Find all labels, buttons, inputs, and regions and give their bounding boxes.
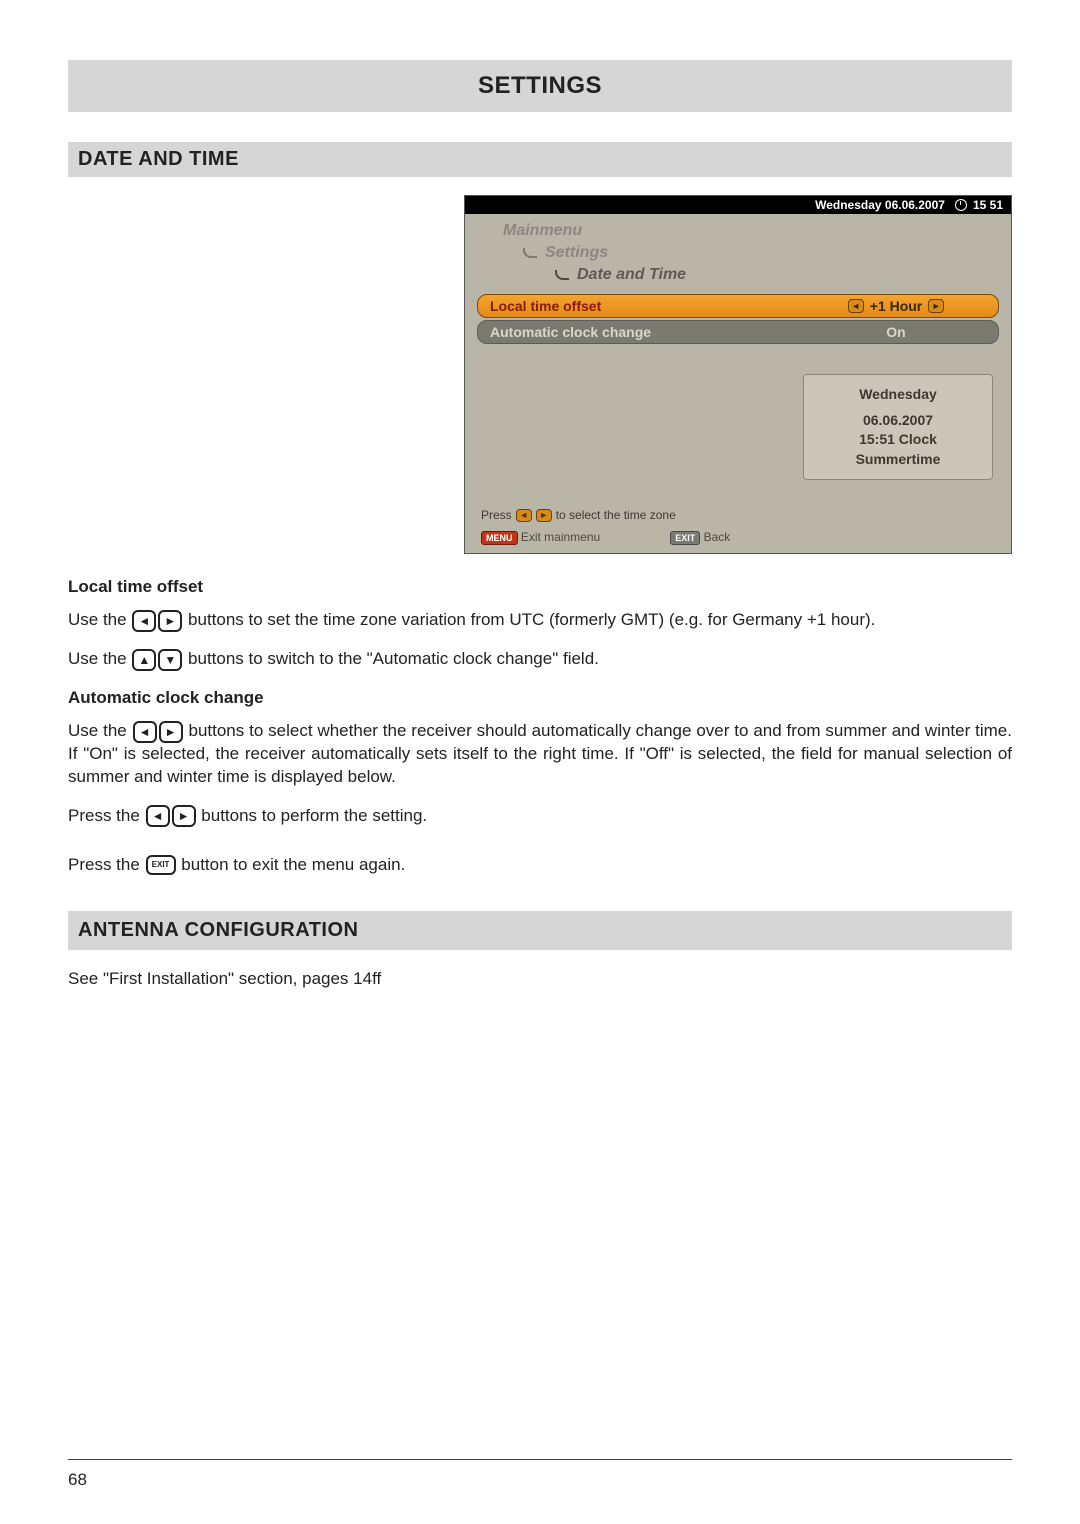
heading-auto-clock: Automatic clock change (68, 687, 1012, 710)
breadcrumb-l1: Mainmenu (503, 222, 582, 240)
osd-footer: MENU Exit mainmenu EXIT Back (465, 528, 1011, 545)
para-exit: Press the EXIT button to exit the menu a… (68, 854, 1012, 877)
footer-menu: MENU Exit mainmenu (481, 530, 600, 545)
para-auto-2: Press the ◄► buttons to perform the sett… (68, 805, 1012, 828)
osd-header-date: Wednesday 06.06.2007 (815, 198, 945, 212)
text-fragment: Press the (68, 806, 145, 825)
info-date: 06.06.2007 (810, 411, 986, 431)
page-number: 68 (68, 1470, 87, 1490)
para-auto-1: Use the ◄► buttons to select whether the… (68, 720, 1012, 789)
text-fragment: buttons to select whether the receiver s… (68, 721, 1012, 786)
down-key-icon: ▼ (158, 649, 182, 671)
right-key-icon: ► (172, 805, 196, 827)
right-key-icon: ► (158, 610, 182, 632)
para-local-1: Use the ◄► buttons to set the time zone … (68, 609, 1012, 632)
osd-row-auto-clock[interactable]: Automatic clock change On (477, 320, 999, 344)
text-fragment: Press the (68, 855, 145, 874)
text-fragment: Use the (68, 721, 132, 740)
right-key-icon: ► (159, 721, 183, 743)
text-fragment: buttons to switch to the "Automatic cloc… (188, 649, 599, 668)
osd-header-time: 15 51 (973, 198, 1003, 212)
para-antenna-ref: See "First Installation" section, pages … (68, 968, 1012, 991)
osd-rows: Local time offset ◄ +1 Hour ► Automatic … (465, 294, 1011, 344)
screenshot-container: Wednesday 06.06.2007 15 51 Mainmenu Sett… (68, 195, 1012, 554)
menu-key-badge: MENU (481, 531, 518, 545)
left-arrow-icon: ◄ (516, 509, 532, 522)
up-key-icon: ▲ (132, 649, 156, 671)
info-day: Wednesday (810, 385, 986, 405)
text-fragment: Use the (68, 610, 131, 629)
arrow-return-icon (523, 248, 537, 258)
para-local-2: Use the ▲▼ buttons to switch to the "Aut… (68, 648, 1012, 671)
info-clock: 15:51 Clock (810, 430, 986, 450)
osd-hint: Press ◄ ► to select the time zone (465, 504, 1011, 528)
osd-row-label: Automatic clock change (490, 324, 806, 340)
arrow-return-icon (555, 270, 569, 280)
body-text: Local time offset Use the ◄► buttons to … (68, 576, 1012, 990)
text-fragment: buttons to set the time zone variation f… (188, 610, 875, 629)
exit-key-badge: EXIT (670, 531, 700, 545)
section-antenna: ANTENNA CONFIGURATION (68, 911, 1012, 950)
osd-row-local-offset[interactable]: Local time offset ◄ +1 Hour ► (477, 294, 999, 318)
page-title: SETTINGS (68, 60, 1012, 112)
right-arrow-icon: ► (536, 509, 552, 522)
text-fragment: buttons to perform the setting. (201, 806, 427, 825)
section-date-time: DATE AND TIME (68, 142, 1012, 177)
text-fragment: button to exit the menu again. (181, 855, 405, 874)
osd-value-text: +1 Hour (870, 298, 923, 314)
left-key-icon: ◄ (146, 805, 170, 827)
osd-info-box: Wednesday 06.06.2007 15:51 Clock Summert… (803, 374, 993, 480)
footer-menu-label: Exit mainmenu (521, 530, 600, 544)
footer-exit-label: Back (704, 530, 731, 544)
heading-local-offset: Local time offset (68, 576, 1012, 599)
footer-divider (68, 1459, 1012, 1460)
exit-key-icon: EXIT (146, 855, 176, 875)
osd-row-value: On (806, 324, 986, 340)
osd-breadcrumb: Mainmenu Settings Date and Time (465, 214, 1011, 294)
left-key-icon: ◄ (133, 721, 157, 743)
hint-prefix: Press (481, 508, 512, 522)
osd-screenshot: Wednesday 06.06.2007 15 51 Mainmenu Sett… (464, 195, 1012, 554)
footer-exit: EXIT Back (670, 530, 730, 545)
text-fragment: Use the (68, 649, 131, 668)
hint-text: to select the time zone (556, 508, 676, 522)
right-arrow-icon[interactable]: ► (928, 299, 944, 313)
breadcrumb-l2: Settings (545, 244, 608, 262)
osd-row-label: Local time offset (490, 298, 806, 314)
left-key-icon: ◄ (132, 610, 156, 632)
breadcrumb-l3: Date and Time (577, 266, 686, 284)
osd-header: Wednesday 06.06.2007 15 51 (465, 196, 1011, 214)
clock-icon (955, 199, 967, 211)
left-arrow-icon[interactable]: ◄ (848, 299, 864, 313)
info-mode: Summertime (810, 450, 986, 470)
osd-row-value[interactable]: ◄ +1 Hour ► (806, 298, 986, 314)
